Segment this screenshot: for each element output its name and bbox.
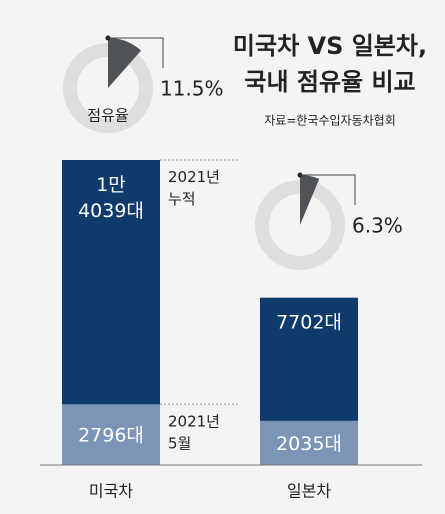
value-label: 7702대 bbox=[276, 311, 342, 333]
share-wedge bbox=[300, 175, 320, 225]
bar bbox=[62, 404, 160, 465]
leader-line bbox=[300, 174, 356, 205]
value-label: 2035대 bbox=[276, 432, 342, 454]
source: 자료=한국수입자동차협회 bbox=[264, 114, 396, 128]
legend-label: 2021년 5월 bbox=[168, 412, 220, 452]
chart-title: 미국차 VS 일본차, 국내 점유율 비교 bbox=[233, 32, 427, 96]
legend-label: 2021년 누적 bbox=[168, 168, 220, 208]
value-label: 2796대 bbox=[78, 424, 144, 446]
share-title: 점유율 bbox=[87, 107, 128, 125]
share-label: 11.5% bbox=[160, 77, 224, 101]
share-label: 6.3% bbox=[352, 214, 403, 238]
bar bbox=[260, 420, 358, 465]
leader-line bbox=[108, 37, 164, 68]
x-tick-label: 미국차 bbox=[89, 482, 133, 501]
value-label: 1만 4039대 bbox=[78, 174, 144, 222]
x-tick-label: 일본차 bbox=[287, 482, 331, 501]
share-wedge bbox=[108, 38, 142, 88]
